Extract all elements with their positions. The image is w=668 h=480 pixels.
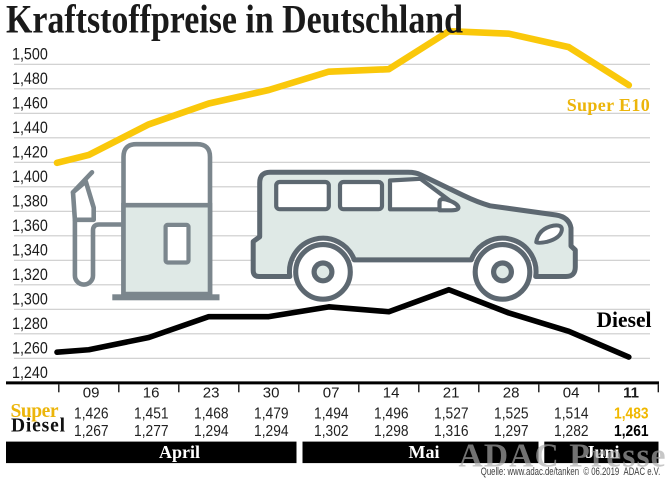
- svg-text:1,320: 1,320: [12, 266, 48, 284]
- svg-text:21: 21: [443, 385, 460, 402]
- svg-text:1,360: 1,360: [12, 217, 48, 235]
- svg-text:1,261: 1,261: [614, 423, 649, 440]
- svg-text:1,440: 1,440: [12, 119, 48, 137]
- svg-text:1,240: 1,240: [12, 364, 48, 382]
- svg-text:1,400: 1,400: [12, 168, 48, 186]
- svg-text:Super E10: Super E10: [567, 95, 650, 115]
- svg-text:1,479: 1,479: [254, 406, 289, 423]
- svg-text:1,340: 1,340: [12, 242, 48, 260]
- svg-text:1,420: 1,420: [12, 144, 48, 162]
- svg-text:Quelle: www.adac.de/tanken ©: Quelle: www.adac.de/tanken © 06.2019 ADA…: [481, 466, 661, 478]
- svg-text:1,298: 1,298: [374, 423, 409, 440]
- svg-text:1,426: 1,426: [74, 406, 109, 423]
- svg-text:1,267: 1,267: [74, 423, 109, 440]
- svg-text:Juni: Juni: [585, 442, 619, 462]
- svg-text:1,297: 1,297: [494, 423, 529, 440]
- svg-text:11: 11: [623, 385, 639, 402]
- svg-text:1,494: 1,494: [314, 406, 349, 423]
- svg-text:Mai: Mai: [409, 442, 440, 462]
- svg-text:1,527: 1,527: [434, 406, 469, 423]
- svg-text:1,280: 1,280: [12, 315, 48, 333]
- svg-text:1,460: 1,460: [12, 95, 48, 113]
- svg-text:04: 04: [563, 385, 580, 402]
- svg-text:16: 16: [143, 385, 160, 402]
- svg-text:09: 09: [83, 385, 100, 402]
- svg-text:1,380: 1,380: [12, 193, 48, 211]
- svg-text:1,316: 1,316: [434, 423, 469, 440]
- svg-text:1,282: 1,282: [554, 423, 589, 440]
- svg-text:1,525: 1,525: [494, 406, 529, 423]
- svg-text:1,500: 1,500: [12, 46, 48, 64]
- svg-text:1,294: 1,294: [254, 423, 289, 440]
- svg-text:1,514: 1,514: [554, 406, 589, 423]
- svg-text:1,451: 1,451: [134, 406, 169, 423]
- svg-text:1,468: 1,468: [194, 406, 229, 423]
- svg-text:1,300: 1,300: [12, 291, 48, 309]
- svg-text:1,302: 1,302: [314, 423, 349, 440]
- svg-text:23: 23: [203, 385, 220, 402]
- svg-text:Diesel: Diesel: [11, 416, 66, 437]
- svg-text:28: 28: [503, 385, 520, 402]
- svg-text:14: 14: [383, 385, 400, 402]
- svg-text:30: 30: [263, 385, 280, 402]
- svg-text:1,496: 1,496: [374, 406, 409, 423]
- svg-text:1,294: 1,294: [194, 423, 229, 440]
- svg-text:April: April: [159, 442, 200, 462]
- svg-text:Kraftstoffpreise in Deutschlan: Kraftstoffpreise in Deutschland: [6, 0, 463, 41]
- svg-text:1,260: 1,260: [12, 340, 48, 358]
- svg-text:07: 07: [323, 385, 340, 402]
- svg-text:ADAC Presse: ADAC Presse: [459, 437, 666, 474]
- svg-text:1,277: 1,277: [134, 423, 169, 440]
- svg-text:1,483: 1,483: [614, 406, 649, 423]
- svg-text:Diesel: Diesel: [597, 307, 652, 332]
- svg-text:1,480: 1,480: [12, 70, 48, 88]
- svg-text:Super: Super: [11, 401, 59, 422]
